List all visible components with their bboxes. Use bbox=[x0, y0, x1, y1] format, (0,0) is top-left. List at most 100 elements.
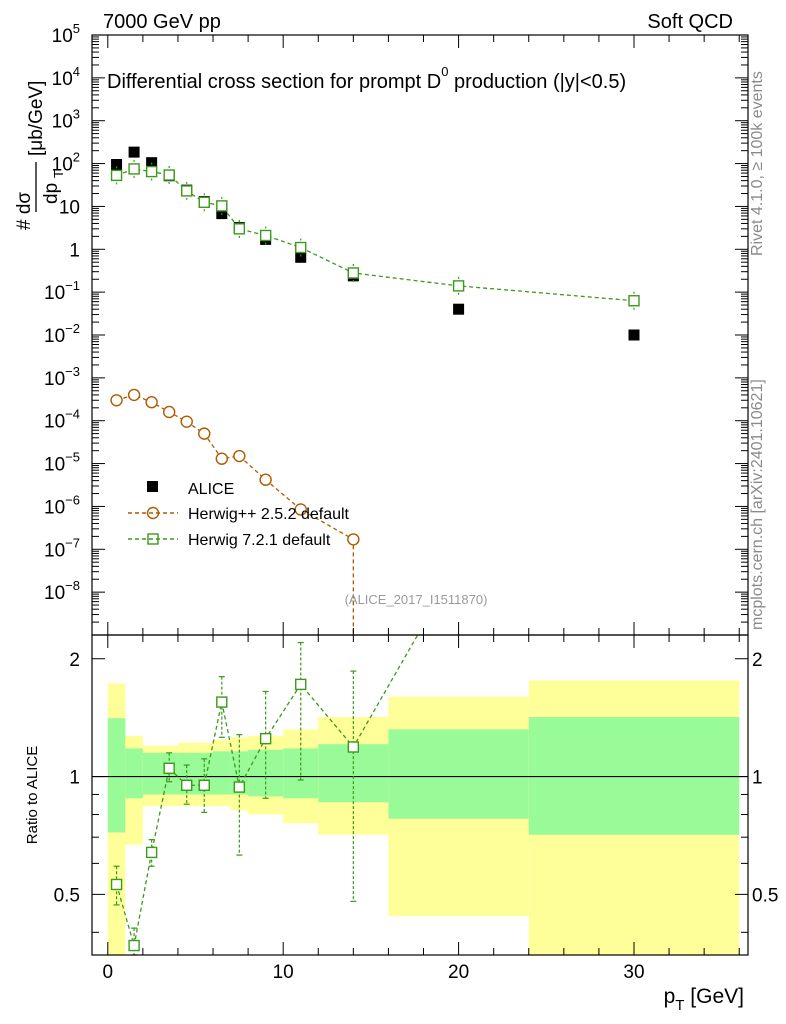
herwigpp-point bbox=[259, 473, 272, 486]
svg-text:# dσ: # dσ bbox=[14, 192, 35, 230]
alice-data-point bbox=[628, 329, 640, 341]
ratio-y-tick-label-right: 1 bbox=[752, 768, 763, 789]
main-y-tick-exponent: −1 bbox=[65, 278, 80, 293]
herwig7-point bbox=[163, 169, 175, 181]
series-line bbox=[116, 168, 635, 302]
herwigpp-point bbox=[215, 452, 228, 465]
ratio-y-tick-label-right: 0.5 bbox=[752, 885, 778, 906]
main-y-tick-base: 1 bbox=[69, 240, 80, 261]
ratio-point bbox=[145, 846, 158, 859]
y-label-dp-subscript: T bbox=[51, 170, 66, 178]
y-label-unit: [μb/GeV] bbox=[26, 81, 47, 156]
x-tick-label: 10 bbox=[273, 962, 294, 983]
main-y-tick-label: 105 bbox=[52, 21, 80, 47]
main-y-tick-exponent: 4 bbox=[73, 64, 80, 79]
herwig7-point bbox=[216, 200, 228, 212]
legend-marker-alice bbox=[147, 481, 158, 492]
x-tick-label: 0 bbox=[102, 962, 113, 983]
rivet-version-label: Rivet 4.1.0, ≥ 100k events bbox=[749, 71, 766, 256]
herwigpp-point bbox=[145, 396, 158, 409]
ratio-series-line bbox=[115, 635, 419, 946]
main-y-tick-exponent: 5 bbox=[73, 21, 80, 36]
main-y-tick-base: 10 bbox=[52, 26, 73, 47]
main-y-tick-base: 10 bbox=[44, 540, 65, 561]
main-y-tick-exponent: −3 bbox=[65, 364, 80, 379]
ratio-stat-band bbox=[213, 751, 231, 795]
mcplots-reference-label: mcplots.cern.ch [arXiv:2401.10621] bbox=[749, 379, 766, 630]
ratio-point bbox=[110, 878, 123, 891]
series-data bbox=[111, 146, 640, 341]
herwig7-point bbox=[181, 185, 193, 197]
series-circle bbox=[110, 388, 360, 546]
legend-marker-herwig7 bbox=[147, 533, 159, 545]
x-axis-label: pT [GeV] bbox=[664, 985, 744, 1014]
header-process-label: Soft QCD bbox=[647, 11, 733, 33]
ratio-series-herwig7 bbox=[110, 635, 419, 956]
main-y-tick-label: 10−5 bbox=[44, 450, 80, 476]
legend-label-alice: ALICE bbox=[188, 481, 234, 498]
ratio-stat-band bbox=[142, 752, 161, 795]
ratio-point bbox=[259, 732, 272, 745]
herwig7-point bbox=[347, 267, 360, 279]
ratio-y-tick-label-right: 2 bbox=[752, 650, 763, 671]
main-y-tick-base: 10 bbox=[44, 283, 65, 304]
main-y-tick-exponent: −6 bbox=[65, 492, 80, 507]
ratio-point bbox=[128, 939, 140, 952]
main-y-tick-exponent: 3 bbox=[73, 107, 80, 122]
main-y-tick-label: 10−1 bbox=[44, 278, 80, 304]
legend-label-herwigpp: Herwig++ 2.5.2 default bbox=[188, 506, 350, 523]
herwig7-point bbox=[145, 165, 158, 178]
herwig7-point bbox=[110, 169, 123, 182]
main-y-tick-label: 10 bbox=[59, 197, 80, 218]
herwigpp-point bbox=[347, 533, 360, 546]
main-y-tick-base: 10 bbox=[52, 112, 73, 133]
main-y-tick-base: 10 bbox=[59, 197, 80, 218]
herwigpp-point bbox=[162, 405, 176, 419]
legend-label-herwig7: Herwig 7.2.1 default bbox=[188, 532, 331, 549]
herwig7-point bbox=[295, 241, 307, 254]
main-y-tick-label: 10−2 bbox=[44, 321, 80, 347]
x-tick-label: 30 bbox=[623, 962, 644, 983]
herwigpp-point bbox=[180, 415, 193, 428]
main-y-tick-label: 10−8 bbox=[44, 578, 80, 604]
y-label-fraction-group: dp T [μb/GeV] bbox=[26, 81, 66, 212]
analysis-source-label: (ALICE_2017_I1511870) bbox=[345, 592, 488, 607]
herwig7-point bbox=[233, 223, 246, 235]
ratio-stat-band bbox=[528, 716, 740, 835]
main-y-tick-base: 10 bbox=[44, 412, 65, 433]
series-square bbox=[110, 159, 640, 310]
ratio-point bbox=[181, 779, 193, 791]
main-y-tick-label: 104 bbox=[52, 64, 80, 90]
herwigpp-point bbox=[294, 503, 307, 516]
main-y-axis-label: # dσ bbox=[14, 192, 35, 230]
ratio-point bbox=[216, 696, 228, 708]
x-tick-label: 20 bbox=[448, 962, 469, 983]
main-y-tick-base: 10 bbox=[44, 326, 65, 347]
alice-data-point bbox=[128, 146, 140, 158]
main-y-tick-label: 10−4 bbox=[44, 407, 80, 433]
main-y-tick-exponent: −8 bbox=[65, 578, 80, 593]
herwigpp-point bbox=[233, 449, 246, 463]
ratio-panel: 0.5 0.51 12 20 10 20 30 Ratio to ALICE pT [GeV… bbox=[24, 634, 778, 1014]
main-y-tick-base: 10 bbox=[44, 455, 65, 476]
legend: ALICE Herwig++ 2.5.2 default Herwig 7.2.… bbox=[128, 481, 350, 549]
main-y-axis-label-fraction: dp T [μb/GeV] bbox=[26, 81, 66, 212]
ratio-y-tick-label: 1 bbox=[69, 768, 80, 789]
herwigpp-point bbox=[198, 427, 211, 440]
main-title-suffix: production (|y|<0.5) bbox=[448, 71, 626, 93]
main-y-tick-base: 10 bbox=[44, 369, 65, 390]
main-panel: 10510410310210110−110−210−310−410−510−61… bbox=[14, 21, 749, 636]
ratio-point bbox=[347, 741, 360, 753]
main-y-tick-label: 1 bbox=[69, 240, 80, 261]
main-y-tick-exponent: 2 bbox=[73, 150, 80, 165]
alice-data-point bbox=[111, 159, 123, 171]
ratio-frame bbox=[91, 634, 749, 956]
x-axis-label-sub: T bbox=[675, 997, 684, 1014]
main-y-tick-exponent: −4 bbox=[65, 407, 80, 422]
herwigpp-point bbox=[127, 388, 141, 402]
herwig7-point bbox=[628, 295, 640, 307]
herwig7-point bbox=[128, 163, 140, 175]
main-y-tick-label: 10−7 bbox=[44, 535, 80, 561]
alice-data-point bbox=[453, 303, 465, 315]
